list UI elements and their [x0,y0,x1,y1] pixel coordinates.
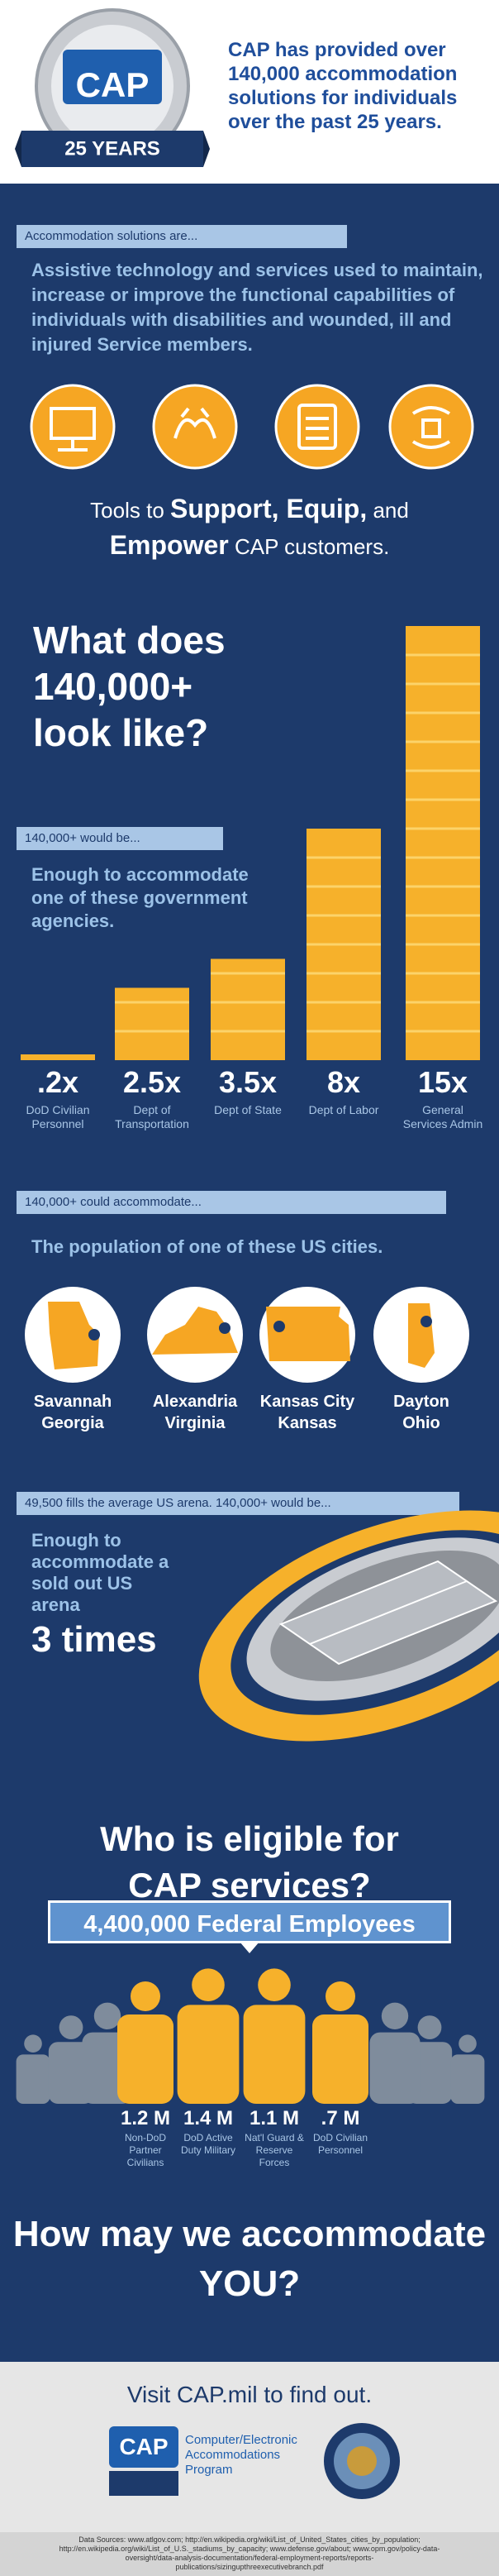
tool-icons [30,384,474,470]
person-head [93,2002,121,2029]
person-head [326,1981,355,2011]
group-label: DoD Active Duty Military [180,2132,235,2156]
cap-logo: CAP [109,2426,178,2468]
sources: Data Sources: www.atlgov.com; http://en.… [0,2532,499,2576]
person-head [192,1968,225,2001]
definition-text: Assistive technology and services used t… [31,260,483,355]
person-body [117,2014,173,2104]
state-name: Kansas [278,1414,337,1432]
multiple-label: 8x [326,1065,361,1099]
agency-name: General Services Admin [402,1103,483,1130]
state-name: Virginia [164,1414,226,1432]
banner: 4,400,000 Federal Employees [48,1900,451,1943]
agency-name: Dept of Transportation [115,1103,189,1130]
city-name: Kansas City [259,1393,355,1411]
group-label: Nat'l Guard & Reserve Forces [245,2132,304,2168]
multiple-label: 15x [417,1065,468,1099]
logo-text: CAP [76,65,150,104]
footer [0,2362,499,2532]
person-head [59,2015,83,2039]
agency-bars [21,626,480,1060]
section-label: 140,000+ could accommodate... [17,1191,446,1214]
tagline-text: and [373,498,409,523]
group-label: Non-DoD Partner Civilians [124,2132,166,2168]
person-head [258,1968,291,2001]
multiple-label: .2x [36,1065,79,1099]
multiple-label: 2.5x [122,1065,182,1099]
tagline: Tools to Support, Equip, and Empower CAP… [0,491,499,564]
section-label: 140,000+ would be... [17,827,223,850]
arena-times: 3 times [31,1619,157,1660]
logo-badge: CAP 25 YEARS [15,8,210,167]
person-body [312,2014,368,2104]
agency-name: Dept of State [214,1103,282,1116]
state-icons [25,1287,469,1383]
bar [21,1054,95,1060]
closing-title: How may we accommodate YOU? [12,2214,487,2304]
group-count: 1.2 M [120,2107,171,2129]
stadium [198,1510,499,1742]
question: What does 140,000+ look like? [33,619,226,754]
group-count: 1.4 M [183,2107,234,2129]
person-body [177,2005,240,2104]
group-count: .7 M [321,2107,360,2129]
person-head [417,2015,442,2039]
cta: Visit CAP.mil to find out. [126,2382,373,2407]
city-name: Alexandria [152,1393,238,1411]
multiple-label: 3.5x [218,1065,278,1099]
program-name: Computer/Electronic Accommodations Progr… [185,2433,297,2477]
state-name: Georgia [41,1414,104,1432]
group-label: DoD Civilian Personnel [312,2132,368,2156]
tagline-emphasis: Support, Equip, [170,494,368,523]
headline: CAP has provided over 140,000 accommodat… [228,39,458,133]
cities-text: The population of one of these US cities… [31,1236,383,1257]
section-label: 49,500 fills the average US arena. 140,0… [17,1492,459,1515]
person-head [381,2002,409,2029]
city-name: Savannah [33,1393,112,1411]
arena-text: Enough to accommodate a sold out US aren… [31,1530,169,1615]
logo-years: 25 YEARS [64,137,160,160]
logo-base [109,2471,178,2496]
section-label: Accommodation solutions are... [17,225,347,248]
person-head [24,2034,42,2053]
person-head [459,2034,477,2053]
person-body [243,2005,306,2104]
bar [406,626,480,1060]
tagline-text: CAP customers. [234,534,390,559]
agency-name: DoD Civilian Personnel [26,1103,90,1130]
bar [115,987,189,1060]
eligibility-title: Who is eligible for CAP services? [100,1819,399,1905]
person-head [131,1981,160,2011]
bar [211,958,285,1060]
agencies-text: Enough to accommodate one of these gover… [31,864,249,931]
people [16,1942,485,2104]
state-name: Ohio [402,1414,440,1432]
seal [324,2423,400,2499]
group-count: 1.1 M [249,2107,300,2129]
tagline-emphasis: Empower [109,530,229,560]
city-name: Dayton [393,1393,449,1411]
agency-name: Dept of Labor [308,1103,379,1116]
person-body [16,2054,50,2104]
person-body [450,2054,485,2104]
tagline-text: Tools to [90,498,164,523]
person-body [369,2032,421,2104]
